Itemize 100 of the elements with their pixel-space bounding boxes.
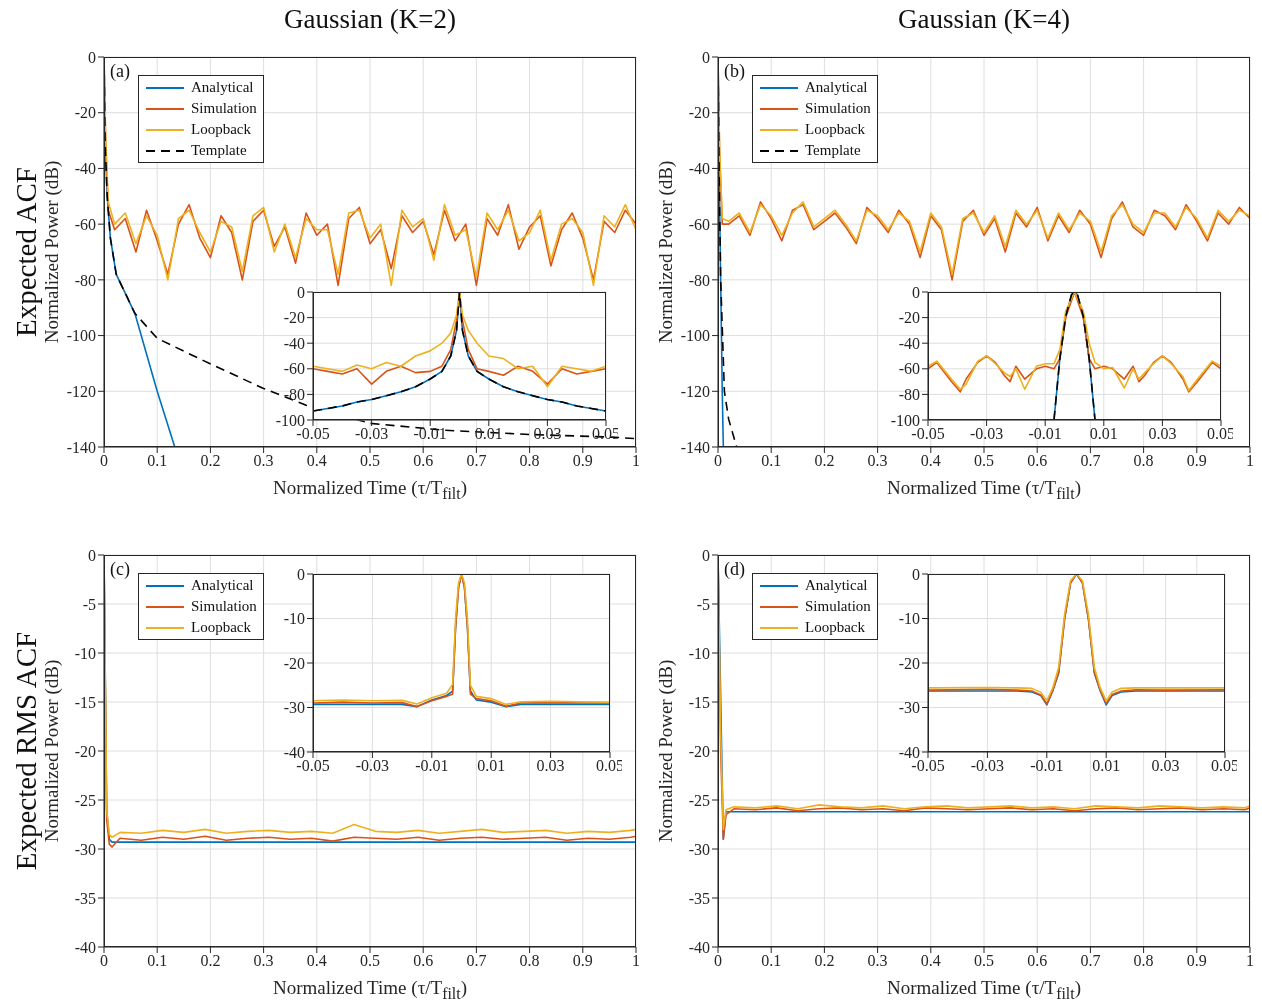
x-tick-label: 0.3	[253, 952, 274, 970]
legend-label: Loopback	[191, 120, 251, 139]
x-tick-label: 1	[632, 452, 640, 470]
y-tick-label: -35	[74, 889, 96, 907]
legend-label: Loopback	[805, 618, 865, 637]
x-tick-label: 1	[1246, 952, 1254, 970]
x-tick-label: 0.3	[867, 952, 888, 970]
y-tick-label: -30	[74, 840, 96, 858]
x-tick-label: 0.3	[867, 452, 888, 470]
y-tick-label: -20	[74, 742, 96, 760]
y-tick-label: -120	[680, 382, 710, 400]
x-tick-label: 0.7	[466, 452, 487, 470]
x-tick-label: 0	[100, 452, 108, 470]
x-tick-label: 0.2	[814, 952, 835, 970]
x-tick-label: 0.9	[1186, 952, 1207, 970]
x-tick-label: -0.01	[415, 757, 449, 775]
y-tick-label: -40	[74, 160, 96, 178]
text: Expected ACF	[9, 167, 43, 337]
y-tick-label: -120	[66, 382, 96, 400]
y-tick-label: 0	[297, 283, 305, 301]
y-tick-label: -10	[283, 610, 305, 628]
x-tick-label: 1	[632, 952, 640, 970]
y-tick-label: -25	[74, 791, 96, 809]
x-tick-label: 0.1	[761, 452, 782, 470]
annotation: (b)	[724, 61, 745, 82]
y-tick-label: -80	[74, 271, 96, 289]
legend-label: Analytical	[805, 576, 868, 595]
chart-title: Gaussian (K=2)	[283, 4, 457, 35]
x-tick-label: 0.5	[974, 452, 994, 470]
y-axis-title: Normalized Power (dB)	[41, 160, 63, 344]
x-tick-label: -0.03	[970, 757, 1005, 775]
text: Expected RMS ACF	[9, 631, 43, 871]
legend-label: Simulation	[805, 99, 871, 118]
x-tick-label: 0.1	[147, 952, 168, 970]
x-tick-label: 0.5	[360, 452, 380, 470]
chart-title: Gaussian (K=4)	[897, 4, 1071, 35]
x-tick-label: 0.8	[519, 452, 540, 470]
y-tick-label: -20	[283, 309, 305, 327]
legend-label: Simulation	[805, 597, 871, 616]
y-tick-label: -15	[688, 693, 710, 711]
x-tick-label: -0.01	[1030, 757, 1064, 775]
x-axis-title: Normalized Time (τ/T$_{filt}$)	[886, 977, 1082, 1003]
legend-label: Analytical	[805, 78, 868, 97]
y-tick-label: -5	[82, 595, 96, 613]
x-tick-label: 0.7	[466, 952, 487, 970]
x-tick-label: 0.7	[1080, 952, 1101, 970]
x-tick-label: 1	[1246, 452, 1254, 470]
x-tick-label: 0.3	[253, 452, 274, 470]
x-tick-label: 0.4	[306, 952, 327, 970]
x-tick-label: 0.8	[519, 952, 540, 970]
y-tick-label: -40	[688, 160, 710, 178]
y-tick-label: -5	[696, 595, 710, 613]
x-tick-label: 0.2	[814, 452, 835, 470]
y-tick-label: -10	[898, 610, 920, 628]
annotation: (c)	[110, 559, 130, 580]
x-axis-title: Normalized Time (τ/T$_{filt}$)	[272, 477, 468, 503]
x-tick-label: -0.03	[969, 425, 1004, 443]
x-tick-label: -0.03	[355, 757, 390, 775]
y-tick-label: -25	[688, 791, 710, 809]
y-tick-label: -20	[74, 104, 96, 122]
y-axis-title: Normalized Power (dB)	[655, 659, 677, 843]
legend-label: Analytical	[191, 78, 254, 97]
x-tick-label: 0.8	[1133, 952, 1154, 970]
y-tick-label: 0	[702, 546, 710, 564]
legend-label: Template	[191, 141, 247, 160]
y-tick-label: -60	[898, 360, 920, 378]
y-tick-label: -60	[74, 215, 96, 233]
y-tick-label: -80	[688, 271, 710, 289]
y-tick-label: -60	[688, 215, 710, 233]
x-tick-label: 0.7	[1080, 452, 1101, 470]
y-tick-label: -140	[680, 438, 710, 456]
x-tick-label: 0.4	[920, 952, 941, 970]
x-tick-label: 0.6	[1027, 452, 1048, 470]
y-tick-label: -30	[898, 699, 920, 717]
x-tick-label: 0.5	[974, 952, 994, 970]
y-tick-label: -80	[283, 386, 305, 404]
y-tick-label: -40	[74, 938, 96, 956]
legend-label: Simulation	[191, 597, 257, 616]
y-tick-label: 0	[912, 565, 920, 583]
x-tick-label: 0.03	[1148, 425, 1177, 443]
x-tick-label: -0.03	[354, 425, 389, 443]
x-tick-label: 0.01	[1089, 425, 1118, 443]
annotation: (d)	[724, 559, 745, 580]
legend-label: Analytical	[191, 576, 254, 595]
y-tick-label: -10	[74, 644, 96, 662]
y-tick-label: -40	[283, 334, 305, 352]
y-tick-label: -20	[898, 309, 920, 327]
x-tick-label: 0	[714, 452, 722, 470]
x-tick-label: 0.1	[761, 952, 782, 970]
legend-label: Simulation	[191, 99, 257, 118]
y-tick-label: 0	[912, 283, 920, 301]
x-tick-label: 0.6	[413, 452, 434, 470]
y-tick-label: -35	[688, 889, 710, 907]
y-tick-label: -30	[283, 699, 305, 717]
y-tick-label: -10	[688, 644, 710, 662]
y-tick-label: -100	[66, 327, 96, 345]
y-tick-label: -20	[688, 104, 710, 122]
x-tick-label: 0.6	[413, 952, 434, 970]
y-tick-label: -40	[688, 938, 710, 956]
y-tick-label: -80	[898, 386, 920, 404]
